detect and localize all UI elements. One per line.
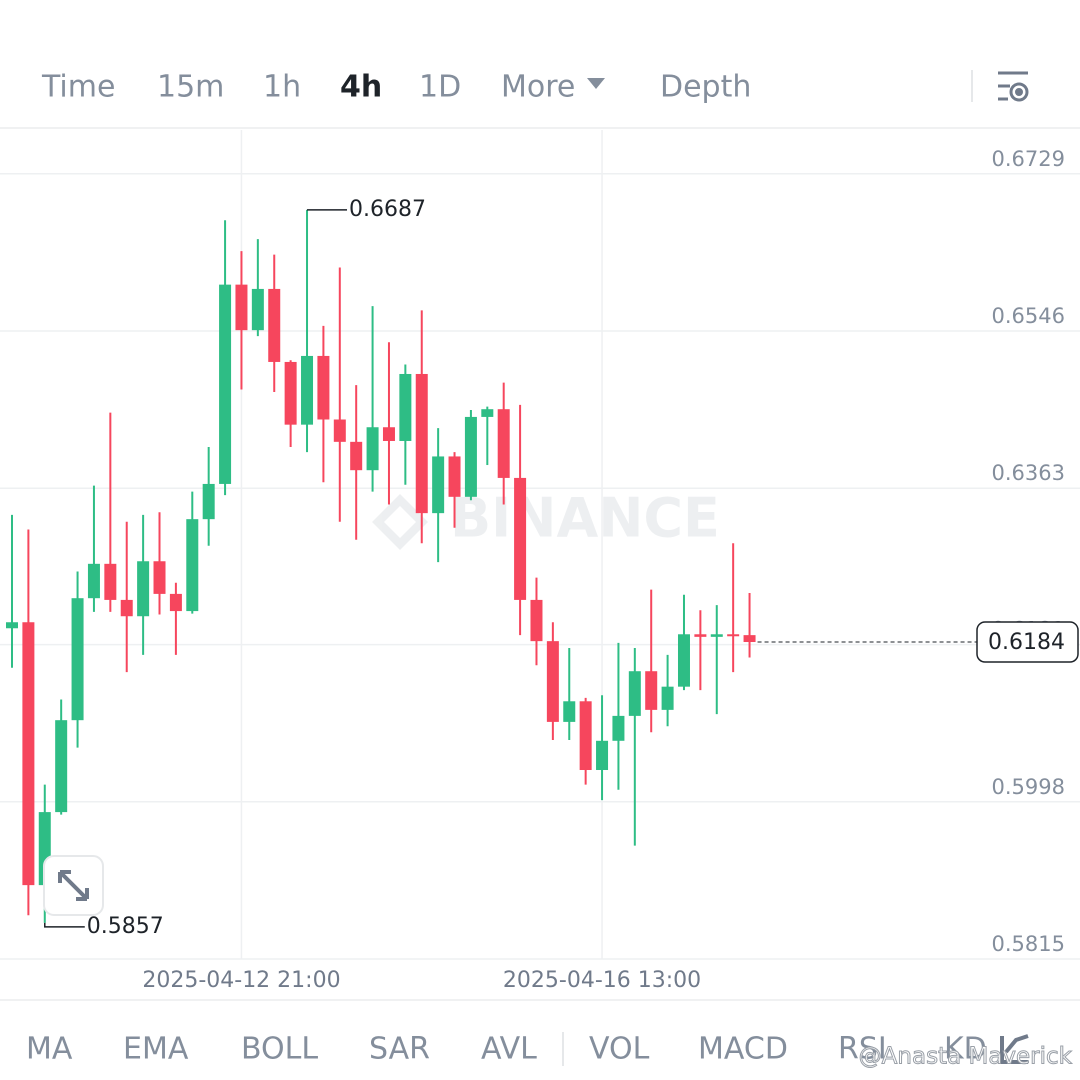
candle-body [382,427,395,441]
candle-body [350,441,363,471]
candle-body [284,361,297,425]
candle-body [612,715,625,741]
y-tick-label: 0.5998 [992,775,1065,799]
y-tick-label: 0.5815 [992,932,1065,956]
candle-body [432,456,445,514]
candle-body [448,456,461,497]
current-price: 0.6184 [988,630,1065,655]
indicator[interactable]: KD [944,1032,987,1067]
candle-body [727,634,740,637]
candle-body [464,416,477,497]
watermark: BINANCE [372,487,720,550]
candle-body [169,593,182,612]
candle-body [153,561,166,594]
candle-body [710,634,723,637]
tab[interactable]: 15m [157,70,224,105]
indicator[interactable]: BOLL [241,1032,318,1067]
candle-body [71,598,84,721]
watermark-logo [372,494,428,550]
candle-body [596,740,609,771]
y-tick-label: 0.6363 [992,461,1065,485]
candle-body [497,409,510,478]
candle-body [137,561,150,617]
candle-body [530,599,543,642]
candle-body [645,671,658,710]
candle-body [415,373,428,514]
tab[interactable]: 1h [263,70,301,105]
credit: @Anasta Maverick [859,1044,1073,1070]
indicator[interactable]: RSI [838,1032,887,1067]
candle-body [333,419,346,442]
candle-body [628,671,641,716]
candle-body [22,622,35,886]
x-tick-label: 2025-04-12 21:00 [142,968,340,993]
indicator[interactable]: MA [26,1032,73,1067]
candle-body [186,519,199,612]
candle-body [743,635,756,643]
candle-body [104,563,117,600]
candle-body [202,483,215,520]
candlestick-chart: 0.67290.65460.63630.61810.59980.58152025… [0,130,1080,993]
high-marker-label: 0.6687 [349,197,426,222]
candle-body [546,641,559,722]
candle-body [235,284,248,331]
indicator-tabs: MA EMA BOLL SAR AVL VOL MACD RSI KD [26,1032,1029,1067]
candle-body [251,288,264,331]
icon-gear [1009,82,1029,102]
expand-arrows [58,870,89,901]
candle-body [677,634,690,687]
candle-body [514,477,527,600]
candle-body [87,563,100,599]
candle-body [661,686,674,710]
expand-button[interactable] [43,855,104,916]
interval-tabs: Time 15m 1h 4h 1D More Depth [41,70,751,105]
candle-body [219,284,232,484]
tab[interactable]: Depth [660,70,751,105]
tab[interactable]: Time [41,70,115,105]
candle-body [120,599,133,617]
candle-body [268,288,281,362]
chart-icon[interactable] [1000,1034,1029,1064]
candle-body [579,701,592,771]
indicator[interactable]: AVL [481,1032,537,1067]
tab[interactable]: More [501,70,575,105]
indicator[interactable]: MACD [698,1032,788,1067]
x-tick-label: 2025-04-16 13:00 [503,968,701,993]
indicator[interactable]: SAR [369,1032,430,1067]
watermark-text: BINANCE [450,487,720,550]
settings-icon[interactable] [998,71,1029,102]
candle-body [366,427,379,471]
indicator[interactable]: EMA [123,1032,189,1067]
candle-body [55,720,68,813]
indicator[interactable]: VOL [589,1032,650,1067]
y-tick-label: 0.6546 [992,304,1065,328]
tab[interactable]: 1D [419,70,461,105]
low-marker-label: 0.5857 [87,914,164,939]
tab[interactable]: 4h [340,70,382,105]
candle-body [399,373,412,441]
icon-gear-center [1015,88,1023,96]
y-tick-label: 0.6729 [992,147,1065,171]
candle-body [694,634,707,637]
low-marker-line [44,922,85,928]
price-box [976,621,1079,663]
candle-body [6,622,18,629]
candle-body [301,355,314,425]
candle-body [481,409,494,417]
candle-body [317,355,330,420]
candle-body [563,701,576,722]
dropdown-arrow [587,78,605,89]
